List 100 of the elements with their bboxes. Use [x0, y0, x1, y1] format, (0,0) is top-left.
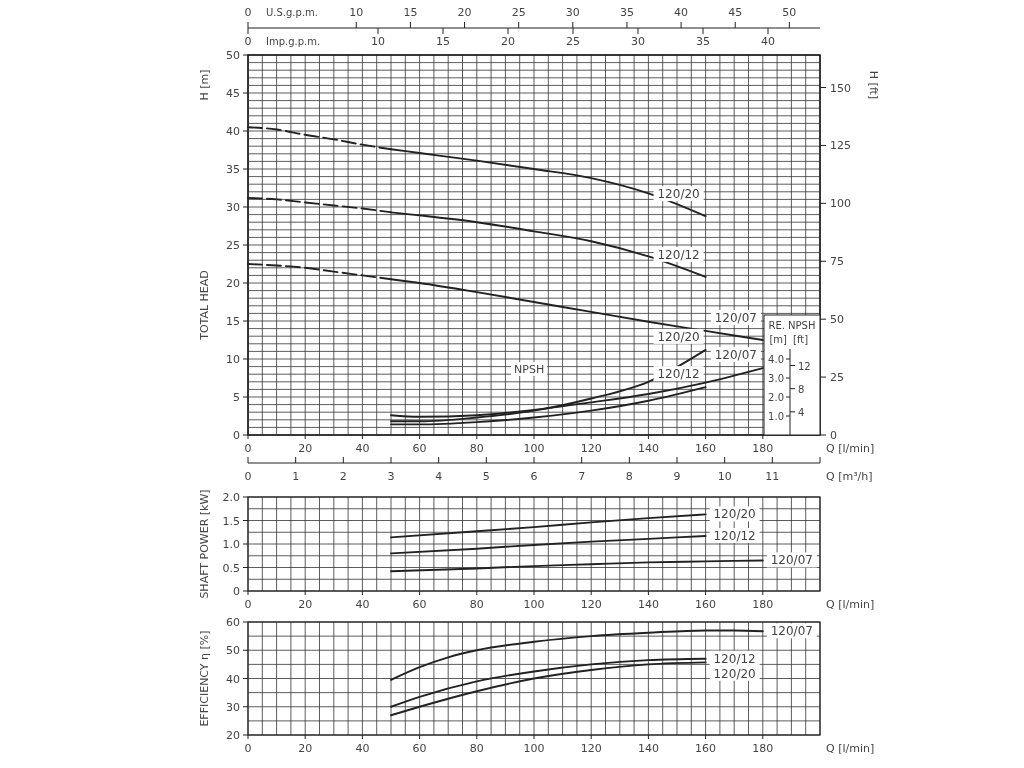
x-tick-label: 20 — [298, 742, 313, 755]
line-series — [390, 661, 707, 717]
x-tick-label: 80 — [469, 442, 484, 455]
x2-tick-label: 6 — [530, 470, 538, 483]
y-tick-label: 60 — [226, 616, 240, 629]
x-tick-label: 180 — [752, 442, 774, 455]
y-tick-label: 50 — [226, 644, 240, 658]
y-tick-label: 25 — [226, 239, 240, 252]
x-tick-label: 120 — [580, 598, 602, 611]
y-axis-title: [m] — [769, 334, 788, 345]
series-label: 120/07 — [714, 348, 757, 363]
y-tick-label: 40 — [226, 672, 240, 686]
y-tick-label: 5 — [233, 391, 240, 404]
x2-tick-label: 15 — [403, 6, 418, 19]
x2-tick-label: 20 — [457, 6, 472, 19]
y-tick-label: 30 — [226, 201, 240, 214]
x-tick-label: 40 — [355, 442, 370, 455]
x2-tick-label: 0 — [244, 6, 252, 19]
y-tick-label: 2.0 — [222, 491, 240, 504]
x2-tick-label: 50 — [782, 6, 797, 19]
y2-tick-label: 12 — [798, 360, 811, 372]
x-tick-label: 120 — [580, 742, 602, 755]
y2-tick-label: 25 — [830, 371, 844, 385]
y-tick-label: 4.0 — [768, 354, 784, 365]
x2-tick-label: 45 — [728, 6, 743, 19]
y2-tick-label: 50 — [830, 313, 844, 327]
x-tick-label: 100 — [523, 742, 545, 755]
y-tick-label: 2.0 — [768, 392, 784, 403]
series-label: 120/12 — [657, 247, 700, 262]
x-tick-label: 60 — [412, 742, 427, 755]
x2-tick-label: 10 — [349, 6, 364, 19]
y-tick-label: 1.5 — [222, 514, 240, 528]
x2-tick-label: 25 — [511, 6, 526, 19]
series-label: 120/12 — [713, 529, 756, 544]
series-label: 120/12 — [713, 651, 756, 666]
x-tick-label: 0 — [244, 442, 252, 455]
series-label: 120/07 — [770, 624, 813, 639]
x2-tick-label: 9 — [673, 470, 681, 483]
x-axis-title: Q [l/min] — [826, 442, 875, 455]
y2-tick-label: 4 — [798, 406, 805, 418]
x2-axis-title: Q [m³/h] — [826, 470, 873, 483]
x-tick-label: 100 — [523, 442, 545, 455]
y-tick-label: 35 — [226, 163, 240, 176]
series-label: 120/12 — [657, 367, 700, 382]
x2-tick-label: 2 — [339, 470, 347, 483]
y2-tick-label: 150 — [830, 81, 851, 95]
y-tick-label: 0 — [233, 429, 240, 442]
text: TOTAL HEAD — [198, 270, 211, 341]
x-axis-title: Q [l/min] — [826, 598, 875, 611]
x2-axis-title: Imp.g.p.m. — [266, 36, 321, 47]
x2-tick-label: 10 — [717, 470, 732, 483]
x-tick-label: 40 — [355, 742, 370, 755]
line-series — [390, 629, 764, 681]
x2-tick-label: 4 — [435, 470, 443, 483]
x-tick-label: 80 — [469, 742, 484, 755]
x-tick-label: 160 — [695, 742, 717, 755]
y-tick-label: 40 — [226, 125, 240, 138]
y-tick-label: 1.0 — [222, 538, 240, 551]
x2-tick-label: 0 — [244, 35, 252, 48]
y-tick-label: 1.0 — [768, 411, 784, 422]
x2-tick-label: 35 — [696, 35, 710, 48]
y-tick-label: 10 — [226, 353, 240, 366]
y-tick-label: 20 — [226, 729, 240, 742]
x-tick-label: 0 — [244, 742, 252, 755]
y-tick-label: 45 — [226, 87, 240, 100]
y2-tick-label: 100 — [830, 197, 851, 211]
x-tick-label: 100 — [523, 598, 545, 611]
series-label: 120/07 — [714, 311, 757, 325]
x2-tick-label: 8 — [625, 470, 633, 483]
y2-axis-title: [ft] — [793, 334, 809, 345]
x2-tick-label: 1 — [292, 470, 300, 483]
x-tick-label: 80 — [469, 598, 484, 611]
x-tick-label: 120 — [580, 442, 602, 455]
series-label: 120/20 — [657, 329, 700, 344]
annotation: NPSH — [514, 363, 545, 376]
y-tick-label: 30 — [226, 700, 240, 714]
series-label: 120/20 — [713, 507, 756, 522]
x-tick-label: 180 — [752, 742, 774, 755]
y2-tick-label: 75 — [830, 255, 844, 269]
x2-tick-label: 10 — [371, 35, 385, 48]
x2-tick-label: 0 — [244, 470, 252, 483]
series-label: 120/07 — [770, 553, 813, 568]
x2-tick-label: 25 — [566, 35, 580, 48]
x-tick-label: 60 — [412, 598, 427, 611]
y-tick-label: 20 — [226, 277, 240, 290]
y-axis-title: H [m] — [198, 69, 211, 101]
text: RE. NPSH — [768, 320, 816, 331]
x2-tick-label: 20 — [501, 35, 515, 48]
y2-tick-label: 8 — [798, 383, 805, 395]
y-axis-title: EFFICIENCY η [%] — [198, 630, 211, 727]
y2-tick-label: 125 — [830, 139, 851, 153]
x-tick-label: 140 — [637, 742, 659, 755]
x-tick-label: 40 — [355, 598, 370, 611]
y-tick-label: 3.0 — [768, 373, 784, 384]
x-tick-label: 160 — [695, 598, 717, 611]
x-tick-label: 180 — [752, 598, 774, 611]
x2-tick-label: 30 — [631, 35, 645, 48]
x2-tick-label: 11 — [765, 470, 780, 483]
y2-tick-label: 0 — [830, 429, 837, 442]
y-axis-title: SHAFT POWER [kW] — [198, 489, 211, 599]
